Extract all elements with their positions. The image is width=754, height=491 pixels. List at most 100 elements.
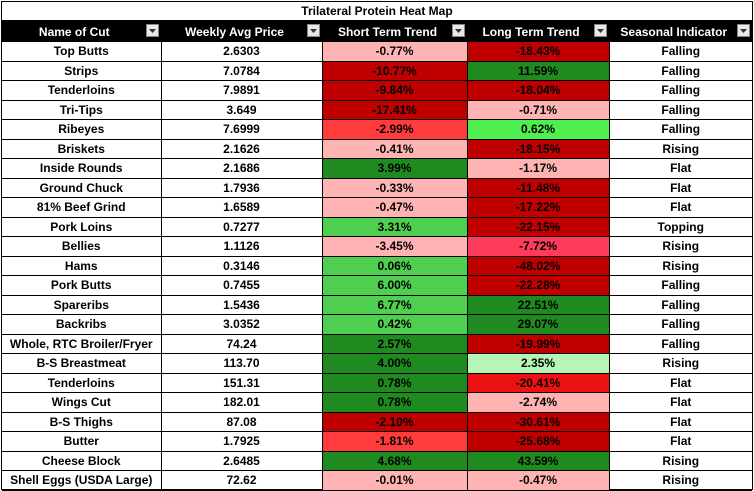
cell-long-trend[interactable]: -11.48%	[466, 177, 610, 198]
cell-seasonal[interactable]: Falling	[608, 275, 752, 296]
cell-price[interactable]: 3.649	[160, 99, 323, 120]
cell-long-trend[interactable]: 11.59%	[466, 60, 610, 81]
cell-price[interactable]: 1.1126	[160, 236, 323, 257]
cell-short-trend[interactable]: 6.77%	[321, 294, 468, 315]
cell-short-trend[interactable]: -0.77%	[321, 41, 468, 62]
cell-name[interactable]: Whole, RTC Broiler/Fryer	[2, 333, 162, 354]
cell-long-trend[interactable]: -18.15%	[466, 138, 610, 159]
cell-price[interactable]: 182.01	[160, 392, 323, 413]
cell-short-trend[interactable]: 0.06%	[321, 255, 468, 276]
cell-short-trend[interactable]: -2.99%	[321, 119, 468, 140]
cell-short-trend[interactable]: -0.33%	[321, 177, 468, 198]
cell-name[interactable]: Pork Butts	[2, 275, 162, 296]
cell-short-trend[interactable]: -0.47%	[321, 197, 468, 218]
cell-short-trend[interactable]: 3.31%	[321, 216, 468, 237]
cell-long-trend[interactable]: 0.62%	[466, 119, 610, 140]
cell-price[interactable]: 0.3146	[160, 255, 323, 276]
cell-long-trend[interactable]: -7.72%	[466, 236, 610, 257]
filter-dropdown-short[interactable]	[451, 24, 465, 37]
cell-price[interactable]: 2.6485	[160, 450, 323, 471]
cell-short-trend[interactable]: 6.00%	[321, 275, 468, 296]
filter-dropdown-seasonal[interactable]	[737, 24, 750, 37]
cell-seasonal[interactable]: Falling	[608, 294, 752, 315]
cell-name[interactable]: Bellies	[2, 236, 162, 257]
cell-price[interactable]: 2.1686	[160, 158, 323, 179]
cell-name[interactable]: Ribeyes	[2, 119, 162, 140]
cell-seasonal[interactable]: Flat	[608, 431, 752, 452]
filter-dropdown-long[interactable]	[593, 24, 607, 37]
cell-long-trend[interactable]: 29.07%	[466, 314, 610, 335]
cell-long-trend[interactable]: -30.61%	[466, 411, 610, 432]
cell-seasonal[interactable]: Rising	[608, 138, 752, 159]
cell-long-trend[interactable]: 2.35%	[466, 353, 610, 374]
cell-name[interactable]: Backribs	[2, 314, 162, 335]
cell-name[interactable]: 81% Beef Grind	[2, 197, 162, 218]
cell-price[interactable]: 72.62	[160, 470, 323, 491]
cell-seasonal[interactable]: Falling	[608, 119, 752, 140]
cell-price[interactable]: 0.7277	[160, 216, 323, 237]
cell-seasonal[interactable]: Rising	[608, 236, 752, 257]
cell-name[interactable]: B-S Thighs	[2, 411, 162, 432]
cell-long-trend[interactable]: -48.02%	[466, 255, 610, 276]
cell-seasonal[interactable]: Rising	[608, 255, 752, 276]
cell-seasonal[interactable]: Falling	[608, 80, 752, 101]
cell-short-trend[interactable]: 4.68%	[321, 450, 468, 471]
cell-name[interactable]: Spareribs	[2, 294, 162, 315]
cell-seasonal[interactable]: Flat	[608, 197, 752, 218]
cell-long-trend[interactable]: -17.22%	[466, 197, 610, 218]
cell-name[interactable]: B-S Breastmeat	[2, 353, 162, 374]
cell-name[interactable]: Ground Chuck	[2, 177, 162, 198]
cell-seasonal[interactable]: Flat	[608, 372, 752, 393]
cell-long-trend[interactable]: 22.51%	[466, 294, 610, 315]
cell-seasonal[interactable]: Rising	[608, 450, 752, 471]
cell-price[interactable]: 87.08	[160, 411, 323, 432]
cell-seasonal[interactable]: Flat	[608, 392, 752, 413]
cell-seasonal[interactable]: Falling	[608, 314, 752, 335]
cell-long-trend[interactable]: -18.04%	[466, 80, 610, 101]
cell-price[interactable]: 1.7925	[160, 431, 323, 452]
cell-name[interactable]: Pork Loins	[2, 216, 162, 237]
cell-seasonal[interactable]: Flat	[608, 411, 752, 432]
cell-long-trend[interactable]: -2.74%	[466, 392, 610, 413]
cell-name[interactable]: Wings Cut	[2, 392, 162, 413]
cell-name[interactable]: Top Butts	[2, 41, 162, 62]
cell-seasonal[interactable]: Flat	[608, 177, 752, 198]
cell-short-trend[interactable]: -0.01%	[321, 470, 468, 491]
cell-short-trend[interactable]: -17.41%	[321, 99, 468, 120]
cell-short-trend[interactable]: -9.84%	[321, 80, 468, 101]
cell-name[interactable]: Butter	[2, 431, 162, 452]
cell-name[interactable]: Hams	[2, 255, 162, 276]
cell-short-trend[interactable]: 0.78%	[321, 372, 468, 393]
cell-price[interactable]: 7.9891	[160, 80, 323, 101]
cell-long-trend[interactable]: -19.99%	[466, 333, 610, 354]
filter-dropdown-name[interactable]	[145, 24, 159, 37]
cell-seasonal[interactable]: Falling	[608, 99, 752, 120]
cell-long-trend[interactable]: -22.28%	[466, 275, 610, 296]
cell-long-trend[interactable]: -0.47%	[466, 470, 610, 491]
cell-long-trend[interactable]: -18.43%	[466, 41, 610, 62]
cell-long-trend[interactable]: -0.71%	[466, 99, 610, 120]
cell-short-trend[interactable]: 0.78%	[321, 392, 468, 413]
cell-price[interactable]: 7.6999	[160, 119, 323, 140]
cell-short-trend[interactable]: 2.57%	[321, 333, 468, 354]
cell-name[interactable]: Cheese Block	[2, 450, 162, 471]
filter-dropdown-price[interactable]	[306, 24, 320, 37]
cell-long-trend[interactable]: -1.17%	[466, 158, 610, 179]
cell-long-trend[interactable]: -25.68%	[466, 431, 610, 452]
cell-price[interactable]: 3.0352	[160, 314, 323, 335]
cell-short-trend[interactable]: -0.41%	[321, 138, 468, 159]
cell-price[interactable]: 1.6589	[160, 197, 323, 218]
cell-short-trend[interactable]: 0.42%	[321, 314, 468, 335]
cell-short-trend[interactable]: 4.00%	[321, 353, 468, 374]
cell-long-trend[interactable]: -20.41%	[466, 372, 610, 393]
cell-price[interactable]: 7.0784	[160, 60, 323, 81]
cell-price[interactable]: 1.5436	[160, 294, 323, 315]
cell-seasonal[interactable]: Falling	[608, 333, 752, 354]
cell-name[interactable]: Tenderloins	[2, 80, 162, 101]
cell-seasonal[interactable]: Rising	[608, 353, 752, 374]
cell-price[interactable]: 2.1626	[160, 138, 323, 159]
cell-long-trend[interactable]: 43.59%	[466, 450, 610, 471]
cell-price[interactable]: 113.70	[160, 353, 323, 374]
cell-price[interactable]: 2.6303	[160, 41, 323, 62]
cell-short-trend[interactable]: 3.99%	[321, 158, 468, 179]
